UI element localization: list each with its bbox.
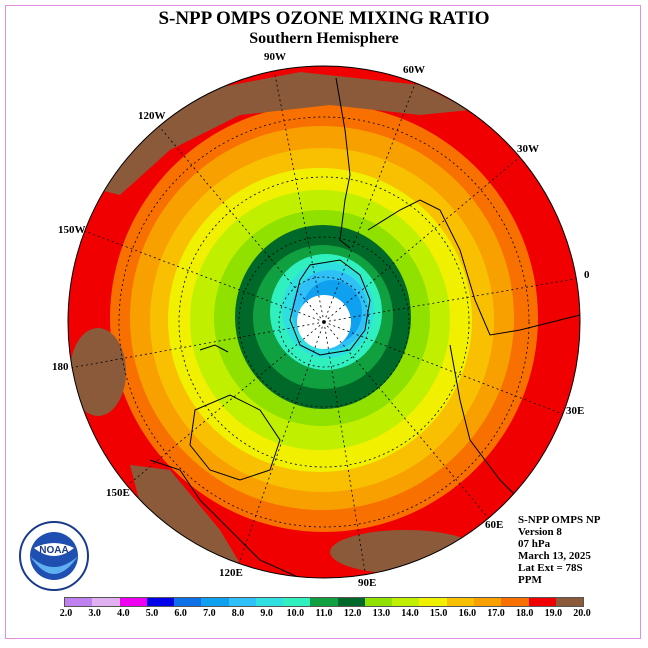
color-bar-tick-label: 3.0 [88, 608, 101, 619]
info-date: March 13, 2025 [518, 550, 591, 562]
color-bar-swatch [446, 598, 474, 606]
color-bar-swatch [501, 598, 529, 606]
high-ozone-region-w [70, 328, 126, 416]
color-bar-swatch [392, 598, 420, 606]
color-bar-swatch [555, 598, 584, 606]
color-bar-swatch [201, 598, 229, 606]
lon-label-90e: 90E [358, 577, 376, 589]
color-bar-swatch [419, 598, 447, 606]
info-lat-extent: Lat Ext = 78S [518, 562, 583, 574]
longitude-labels: 90W 60W 30W 0 30E 60E 90E 120E 150E 180 … [52, 51, 590, 589]
color-bar-swatch [337, 598, 365, 606]
color-bar-swatch [146, 598, 175, 606]
lon-label-0: 0 [584, 269, 590, 281]
color-bar-ticks: 2.0 3.0 4.0 5.0 6.0 7.0 8.0 9.0 10.0 11.0 12.0 13.0… [0, 608, 648, 622]
info-instrument: S-NPP OMPS NP [518, 514, 601, 526]
color-bar-swatch [283, 598, 311, 606]
high-ozone-region-s [330, 530, 480, 574]
color-bar-swatch [255, 598, 284, 606]
color-bar-tick-label: 9.0 [260, 608, 273, 619]
map-subtitle: Southern Hemisphere [249, 30, 399, 47]
lon-label-60e: 60E [485, 519, 503, 531]
figure-frame [5, 5, 641, 639]
map-title: S-NPP OMPS OZONE MIXING RATIO [158, 8, 490, 29]
lon-label-90w: 90W [264, 51, 286, 63]
info-units: PPM [518, 574, 542, 586]
coastlines [149, 77, 580, 578]
noaa-logo-text: NOAA [39, 545, 68, 556]
color-bar-swatch [65, 598, 93, 606]
color-bar-tick-label: 20.0 [573, 608, 591, 619]
color-bar-tick-label: 14.0 [401, 608, 419, 619]
color-bar-tick-label: 18.0 [515, 608, 534, 619]
lon-label-120e: 120E [219, 567, 243, 579]
color-bar-swatch [473, 598, 502, 606]
color-bar-tick-label: 10.0 [286, 608, 305, 619]
lon-label-180: 180 [52, 361, 69, 373]
color-bar-tick-label: 19.0 [544, 608, 563, 619]
color-bar-tick-label: 2.0 [59, 608, 73, 619]
color-bar-swatch [174, 598, 202, 606]
lon-label-120w: 120W [138, 110, 166, 122]
lon-label-150w: 150W [58, 224, 86, 236]
lon-label-30e: 30E [566, 405, 584, 417]
color-bar-tick-label: 7.0 [203, 608, 216, 619]
info-panel: S-NPP OMPS NP Version 8 07 hPa March 13,… [518, 514, 643, 586]
lon-label-60w: 60W [403, 64, 425, 76]
color-bar-tick-label: 5.0 [145, 608, 159, 619]
color-bar [64, 597, 584, 607]
color-bar-tick-label: 8.0 [231, 608, 245, 619]
color-bar-tick-label: 16.0 [458, 608, 477, 619]
noaa-logo: NOAA [19, 521, 89, 591]
color-bar-tick-label: 4.0 [117, 608, 130, 619]
color-bar-swatch [364, 598, 393, 606]
color-bar-swatch [228, 598, 256, 606]
info-version: Version 8 [518, 526, 562, 538]
color-bar-tick-label: 17.0 [487, 608, 505, 619]
color-bar-swatch [310, 598, 338, 606]
graticule [69, 69, 580, 578]
color-bar-tick-label: 11.0 [315, 608, 333, 619]
color-bar-tick-label: 13.0 [372, 608, 391, 619]
color-bar-tick-label: 15.0 [429, 608, 448, 619]
map-border [67, 65, 581, 579]
color-bar-swatch [92, 598, 120, 606]
color-bar-swatch [528, 598, 556, 606]
lon-label-30w: 30W [517, 143, 539, 155]
info-pressure-level: 07 hPa [518, 538, 551, 550]
lon-label-150e: 150E [106, 487, 130, 499]
color-bar-tick-label: 12.0 [343, 608, 362, 619]
color-bar-swatch [119, 598, 147, 606]
color-bar-tick-label: 6.0 [174, 608, 187, 619]
